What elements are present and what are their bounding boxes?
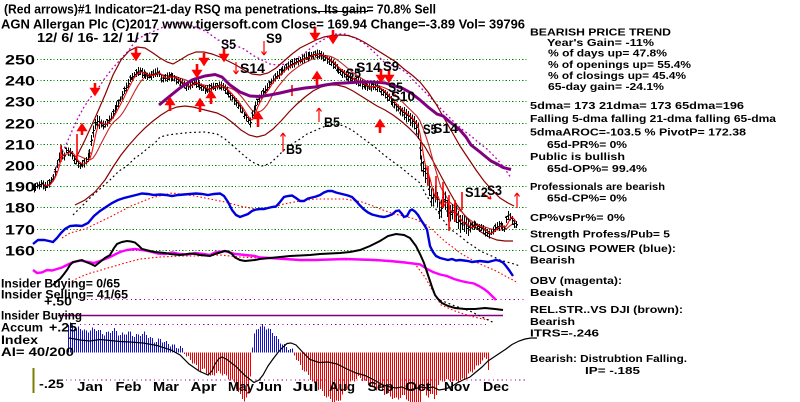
svg-text:S5: S5	[423, 122, 437, 137]
svg-text:Sep: Sep	[368, 380, 394, 394]
svg-text:S14: S14	[433, 121, 459, 136]
svg-text:IP= -.185: IP= -.185	[585, 365, 640, 377]
svg-text:Year's Gain= -11%: Year's Gain= -11%	[547, 37, 655, 49]
svg-text:Jun: Jun	[256, 380, 282, 394]
svg-text:Nov: Nov	[444, 380, 470, 394]
svg-text:12/ 6/ 16- 12/ 1/ 17: 12/ 6/ 16- 12/ 1/ 17	[37, 30, 159, 45]
svg-text:240: 240	[5, 72, 35, 88]
svg-text:Accum: Accum	[1, 321, 43, 335]
svg-text:S10: S10	[391, 89, 415, 104]
svg-text:Jan: Jan	[77, 380, 103, 394]
svg-text:170: 170	[5, 221, 35, 237]
svg-text:Insider Buying= 0/65: Insider Buying= 0/65	[1, 277, 120, 291]
svg-text:S14: S14	[356, 60, 382, 75]
svg-text:May: May	[228, 380, 254, 394]
svg-text:210: 210	[5, 136, 35, 152]
svg-text:Mar: Mar	[153, 380, 179, 394]
svg-text:% of closings up= 45.4%: % of closings up= 45.4%	[548, 70, 687, 82]
svg-text:Beaish: Beaish	[530, 287, 573, 299]
svg-text:-.25: -.25	[39, 377, 64, 391]
svg-text:Index: Index	[1, 333, 38, 347]
svg-text:Bearish: Bearish	[530, 255, 575, 267]
svg-text:220: 220	[5, 115, 35, 131]
svg-text:65-day gain= -24.1%: 65-day gain= -24.1%	[548, 81, 665, 93]
svg-text:Close= 169.94 Change=-3.89: Close= 169.94 Change=-3.89 Vol= 39796	[281, 17, 525, 32]
svg-text:S14: S14	[240, 61, 266, 76]
svg-text:Dec: Dec	[483, 380, 509, 394]
svg-text:S5: S5	[346, 66, 361, 81]
svg-text:65d-OP%= 99.4%: 65d-OP%= 99.4%	[547, 163, 648, 175]
svg-text:Bearish: Distrubtion Falling.: Bearish: Distrubtion Falling.	[530, 353, 687, 365]
svg-text:Oct: Oct	[405, 380, 432, 394]
svg-text:190: 190	[5, 178, 35, 194]
svg-text:5dma= 173 21dma= 173 65dma=196: 5dma= 173 21dma= 173 65dma=196	[530, 100, 744, 112]
svg-text:S5: S5	[221, 37, 236, 52]
svg-text:CP%vsPr%= 0%: CP%vsPr%= 0%	[530, 212, 626, 224]
svg-text:% of openings up= 55.4%: % of openings up= 55.4%	[548, 59, 692, 71]
svg-text:S5: S5	[388, 80, 403, 95]
svg-text:160: 160	[5, 242, 35, 258]
svg-text:Apr: Apr	[191, 380, 217, 394]
svg-text:AI= 40/200: AI= 40/200	[1, 345, 74, 359]
svg-text:S9: S9	[266, 31, 282, 46]
svg-text:(Red arrows)#1 Indicator=21-da: (Red arrows)#1 Indicator=21-day RSQ ma p…	[4, 2, 436, 17]
svg-text:+.25: +.25	[49, 321, 77, 335]
svg-text:Insider Buying: Insider Buying	[1, 309, 82, 323]
svg-text:65d-CP%= 0%: 65d-CP%= 0%	[547, 193, 628, 205]
svg-text:AGN Allergan Plc (C)2017 w: AGN Allergan Plc (C)2017 www.tigersoft.c…	[1, 17, 278, 32]
svg-text:Insider Selling= 41/65: Insider Selling= 41/65	[1, 288, 128, 302]
svg-text:Strength Profess/Pub= 5: Strength Profess/Pub= 5	[530, 229, 670, 241]
svg-text:Bearish: Bearish	[530, 316, 575, 328]
svg-text:Professionals are bearish: Professionals are bearish	[530, 181, 665, 193]
svg-text:180: 180	[5, 199, 35, 215]
svg-text:S12: S12	[465, 185, 488, 200]
svg-text:B5: B5	[286, 142, 302, 157]
svg-text:% of days up= 47.8%: % of days up= 47.8%	[548, 48, 668, 60]
svg-text:+.50: +.50	[44, 295, 72, 309]
svg-text:250: 250	[5, 51, 35, 67]
svg-text:Jul: Jul	[293, 380, 319, 394]
svg-text:5dmaAROC=-103.5 % PivotP= 172: 5dmaAROC=-103.5 % PivotP= 172.38	[530, 127, 746, 139]
svg-text:B5: B5	[324, 115, 340, 130]
svg-text:OBV (magenta):: OBV (magenta):	[530, 275, 622, 287]
svg-text:200: 200	[5, 157, 35, 173]
svg-text:CLOSING POWER (blue):: CLOSING POWER (blue):	[530, 243, 676, 255]
svg-text:65d-PR%= 0%: 65d-PR%= 0%	[547, 139, 628, 151]
svg-text:REL.STR..VS DJI (brown):: REL.STR..VS DJI (brown):	[530, 304, 683, 316]
svg-text:BEARISH PRICE TREND: BEARISH PRICE TREND	[530, 27, 671, 39]
svg-text:Falling 5-dma falling 21-dma: Falling 5-dma falling 21-dma falling 65-…	[530, 113, 776, 125]
svg-text:Feb: Feb	[116, 380, 142, 394]
svg-text:230: 230	[5, 93, 35, 109]
svg-text:Public is bullish: Public is bullish	[530, 151, 625, 163]
svg-text:S9: S9	[383, 59, 399, 74]
svg-text:ITRS=-.246: ITRS=-.246	[530, 328, 599, 340]
svg-text:Aug: Aug	[329, 380, 355, 394]
svg-text:S3: S3	[487, 183, 502, 198]
